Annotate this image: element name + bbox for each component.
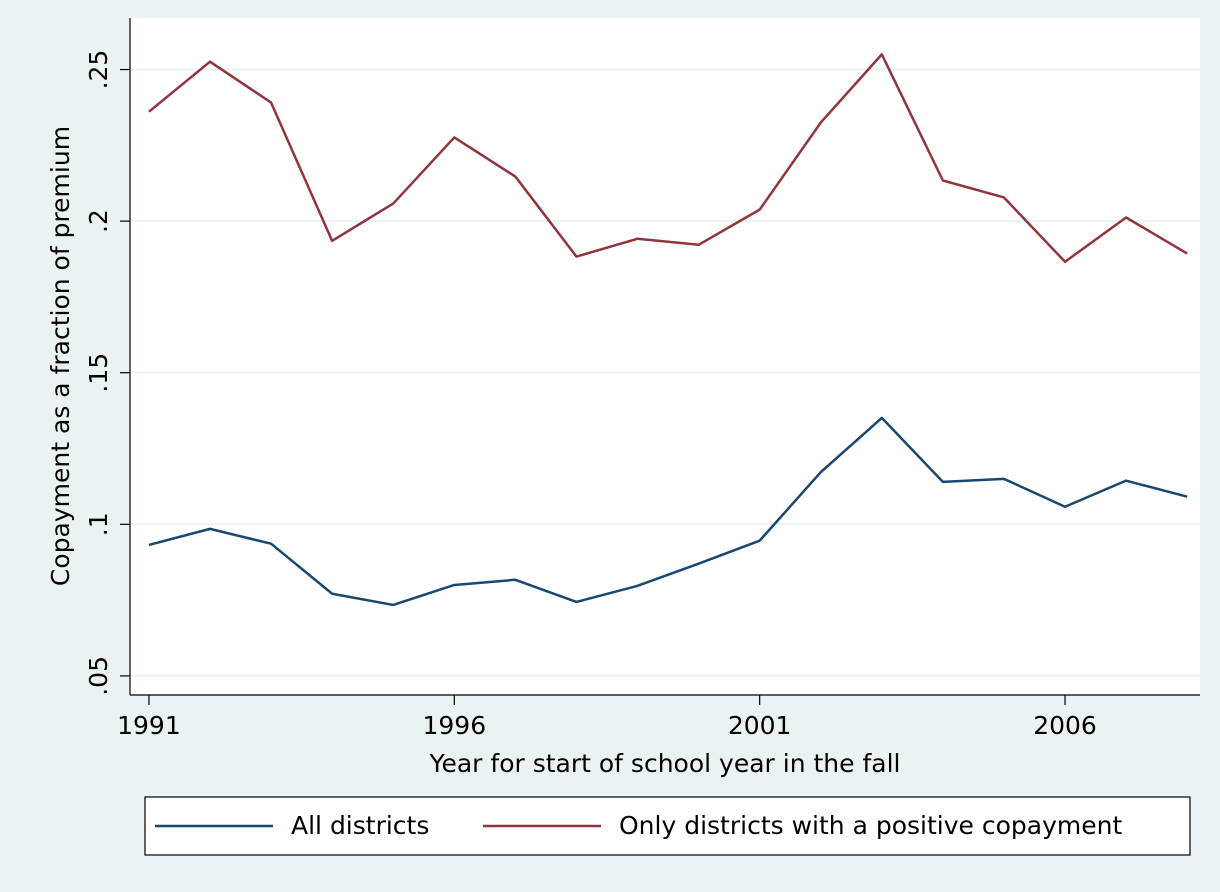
x-tick-label: 2006	[1033, 711, 1097, 740]
y-tick-label: .1	[84, 512, 113, 536]
x-tick-label: 1996	[422, 711, 486, 740]
legend-label: All districts	[291, 811, 429, 840]
y-tick-label: .05	[84, 656, 113, 696]
x-axis-label: Year for start of school year in the fal…	[429, 749, 901, 778]
legend	[144, 796, 1191, 856]
y-tick-label: .15	[84, 353, 113, 393]
y-axis-label: Copayment as a fraction of premium	[46, 126, 75, 586]
plot-area	[130, 18, 1200, 695]
y-tick-label: .25	[84, 50, 113, 90]
line-series	[148, 416, 1188, 607]
y-tick-label: .2	[84, 209, 113, 233]
line-series	[148, 53, 1188, 264]
x-tick-label: 2001	[728, 711, 792, 740]
legend-label: Only districts with a positive copayment	[619, 811, 1122, 840]
x-tick-label: 1991	[117, 711, 181, 740]
